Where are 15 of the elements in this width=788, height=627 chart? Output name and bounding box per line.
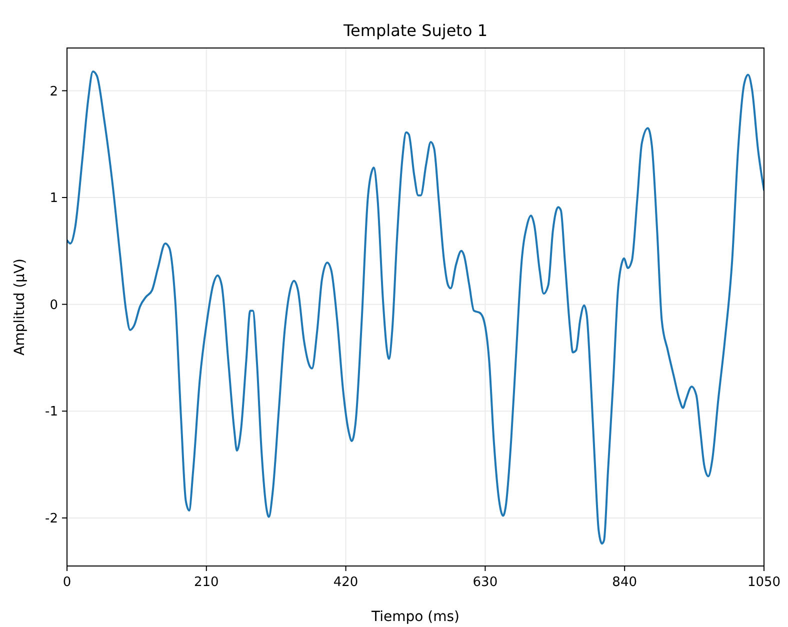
x-axis-title: Tiempo (ms) (370, 609, 460, 625)
x-tick-label: 1050 (747, 575, 781, 590)
y-tick-label: -1 (45, 404, 58, 420)
y-tick-label: 2 (50, 84, 58, 100)
y-axis-title: Amplitud (μV) (12, 258, 28, 356)
y-tick-label: -2 (45, 511, 58, 526)
chart-title: Template Sujeto 1 (342, 21, 488, 40)
x-tick-label: 210 (194, 575, 219, 590)
y-tick-label: 0 (50, 298, 58, 313)
x-tick-label: 630 (472, 575, 498, 590)
x-tick-label: 840 (612, 575, 638, 590)
line-series (67, 70, 764, 545)
x-tick-label: 420 (333, 575, 358, 590)
y-tick-label: 1 (50, 191, 58, 206)
x-tick-label: 0 (62, 575, 72, 590)
